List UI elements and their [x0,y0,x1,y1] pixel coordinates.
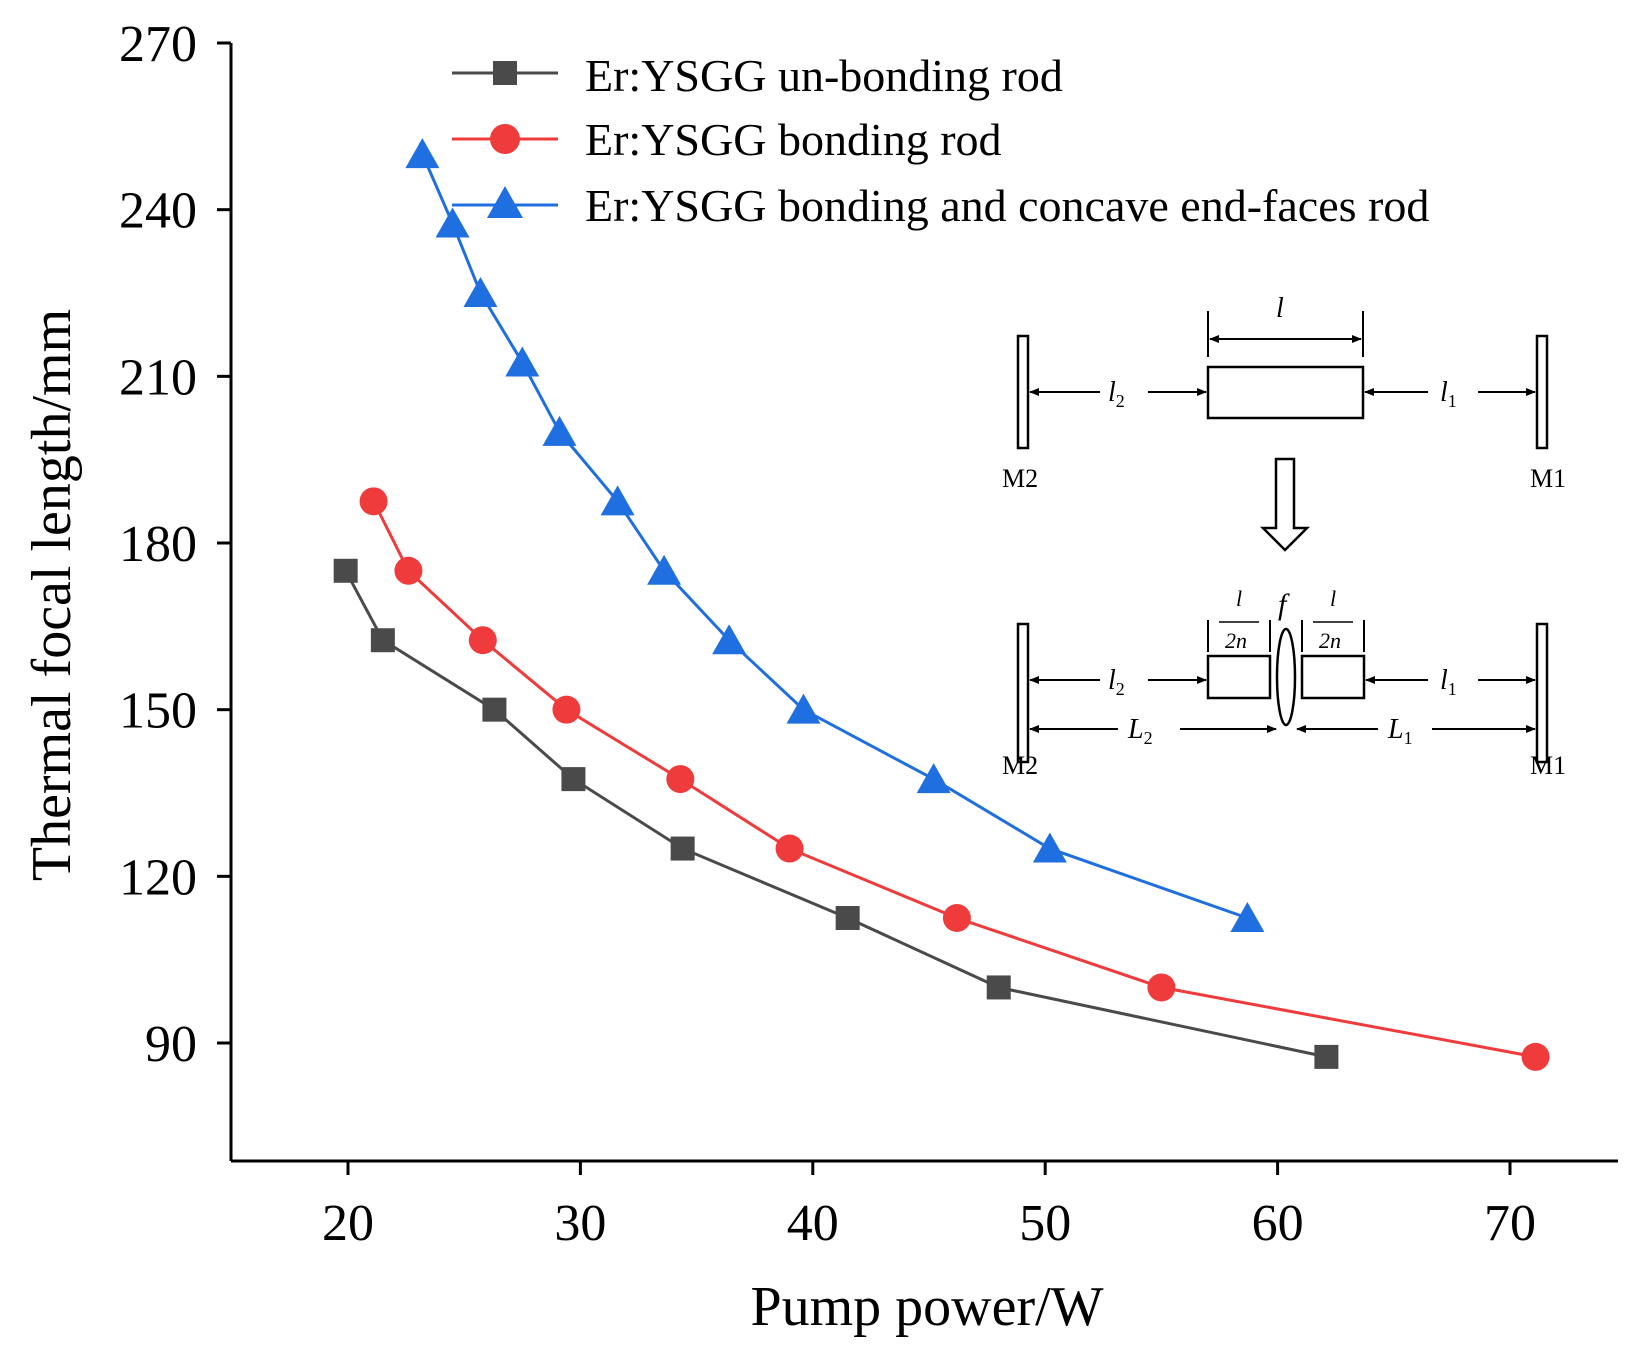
x-tick-label: 50 [1019,1195,1071,1252]
gap-l2-label: l2 [1108,665,1125,699]
series-layer [333,138,1550,1071]
y-tick-label: 90 [145,1016,197,1073]
data-point-triangle [505,346,540,377]
data-point-square [986,975,1011,1000]
data-point-triangle [1230,902,1265,932]
gap-l1-label: l1 [1440,377,1457,411]
data-point-square [670,836,695,861]
data-point-square [482,697,507,722]
y-tick-label: 210 [119,349,197,406]
data-point-triangle [786,693,821,724]
mirror-m1 [1535,622,1549,764]
y-axis-label: Thermal focal length/mm [21,309,83,881]
data-point-triangle [463,277,498,307]
data-point-triangle [435,207,470,238]
length-L2-label: L2 [1127,714,1153,748]
data-point-square [561,767,586,792]
legend-label: Er:YSGG un-bonding rod [585,50,1063,101]
mirror-m1 [1535,334,1549,450]
transform-arrow-icon [1259,457,1311,552]
y-tick-label: 240 [119,183,197,240]
y-tick-label: 120 [119,849,197,906]
x-axis-label: Pump power/W [750,1276,1103,1338]
data-point-circle [468,626,497,655]
data-point-circle [394,556,423,585]
laser-rod [1206,365,1365,420]
series-line [372,500,1536,1059]
gap-l1-label: l1 [1440,665,1457,699]
legend: Er:YSGG un-bonding rod Er:YSGG bonding r… [452,50,1429,231]
series-line [421,153,1248,920]
legend-triangle-marker [487,186,523,218]
y-ticks: 90 120 150 180 210 240 270 [119,16,231,1073]
length-L1-label: L1 [1387,714,1413,748]
legend-item-un-bonding: Er:YSGG un-bonding rod [452,50,1063,101]
data-point-triangle [1032,832,1067,863]
half-rod-right [1300,654,1366,700]
half-rod-den-right: 2n [1319,628,1341,653]
half-rod-left [1206,654,1272,700]
half-rod-den-left: 2n [1225,628,1247,653]
data-point-circle [942,904,971,932]
data-point-square [835,906,860,930]
x-tick-label: 70 [1484,1195,1536,1252]
axes: 20 30 40 50 60 70 90 120 150 180 210 240 270 [119,16,1618,1252]
legend-item-bonding: Er:YSGG bonding rod [452,114,1002,165]
series-triangle [405,138,1265,932]
data-point-square [1314,1044,1339,1069]
data-point-triangle [712,624,747,655]
x-tick-label: 30 [554,1195,606,1252]
resonator-schematic-inset: l l2 l1 M2 M1 f l 2n l [1002,293,1566,780]
mirror-m2 [1016,622,1030,764]
rod-length-label: l [1276,293,1284,324]
data-point-triangle [405,138,440,169]
data-point-circle [1147,973,1176,1002]
mirror-m2 [1016,334,1030,450]
mirror-m2-label: M2 [1002,751,1038,780]
data-point-circle [775,834,804,863]
y-tick-label: 150 [119,683,197,740]
data-point-triangle [542,415,577,446]
x-tick-label: 40 [787,1195,839,1252]
mirror-m1-label: M1 [1530,464,1566,493]
inset-bottom: f l 2n l 2n l2 l1 L2 L1 M2 M1 [1002,586,1566,780]
legend-label: Er:YSGG bonding and concave end-faces ro… [585,180,1429,231]
series-line [344,570,1327,1059]
x-tick-label: 60 [1252,1195,1304,1252]
inset-top: l l2 l1 M2 M1 [1002,293,1566,493]
series-circle [359,487,1550,1071]
legend-square-marker [493,61,517,85]
half-rod-num-right: l [1330,586,1336,611]
data-point-triangle [600,485,635,516]
data-point-triangle [916,763,951,794]
legend-circle-marker [490,124,520,154]
legend-item-concave: Er:YSGG bonding and concave end-faces ro… [452,180,1429,231]
y-tick-label: 270 [119,16,197,73]
focal-f-label: f [1278,588,1290,621]
series-square [333,558,1339,1069]
legend-label: Er:YSGG bonding rod [585,114,1002,165]
data-point-triangle [647,554,682,585]
y-tick-label: 180 [119,516,197,573]
x-tick-label: 20 [322,1195,374,1252]
data-point-square [370,628,395,653]
mirror-m2-label: M2 [1002,464,1038,493]
data-point-circle [359,487,388,516]
data-point-square [333,558,358,583]
data-point-circle [552,695,581,724]
half-rod-num-left: l [1236,586,1242,611]
mirror-m1-label: M1 [1530,751,1566,780]
data-point-circle [1521,1042,1550,1071]
x-ticks: 20 30 40 50 60 70 [322,1161,1536,1252]
data-point-circle [666,765,695,794]
thermal-lens [1275,627,1297,727]
gap-l2-label: l2 [1108,377,1125,411]
